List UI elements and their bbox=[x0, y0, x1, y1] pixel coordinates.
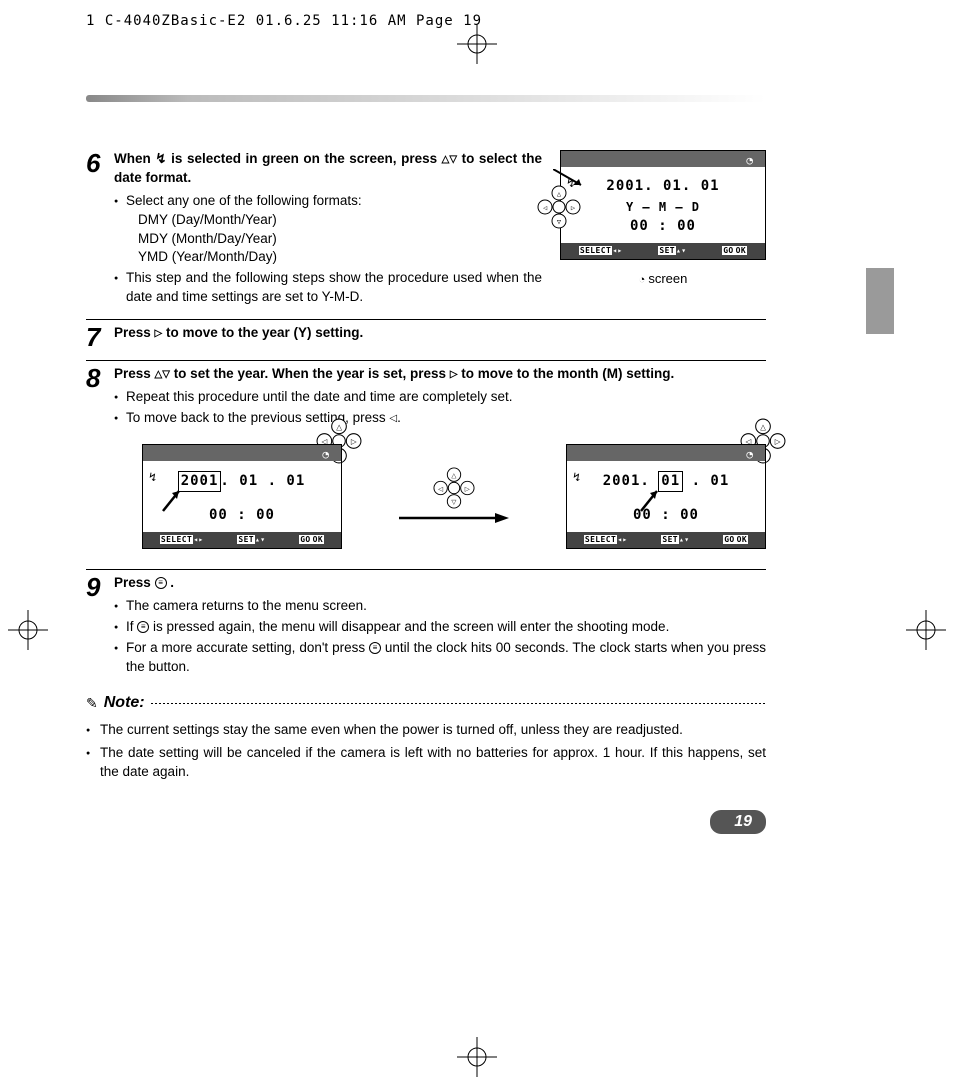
step-8-bullet-1: Repeat this procedure until the date and… bbox=[114, 388, 766, 407]
note-1: The current settings stay the same even … bbox=[86, 721, 766, 740]
step-6-title: When ↯ is selected in green on the scree… bbox=[114, 150, 542, 188]
note-heading: ✎ Note: bbox=[86, 692, 766, 714]
arrow-up-icon bbox=[159, 483, 187, 511]
lcd-ymd: Y — M — D bbox=[569, 199, 757, 216]
clock-icon: ◔ bbox=[746, 447, 753, 462]
note-rule bbox=[151, 703, 766, 705]
step-8-bullet-2: To move back to the previous setting, pr… bbox=[114, 409, 766, 428]
lcd-screen-main: ◔ △▽◁▷ ↯ 2001. 01. 01 Y — M — D 00 : 00 bbox=[560, 150, 766, 260]
dpad-icon: △ ▽ ◁ ▷ bbox=[433, 467, 475, 509]
side-tab bbox=[866, 268, 894, 334]
menu-button-icon: ≡ bbox=[369, 642, 381, 654]
top-rule bbox=[86, 95, 766, 102]
left-icon: ◁ bbox=[389, 412, 397, 426]
right-icon: ▷ bbox=[450, 368, 458, 382]
step-num-9: 9 bbox=[86, 574, 114, 678]
mid-arrow: △ ▽ ◁ ▷ bbox=[399, 467, 509, 525]
page-content: 6 When ↯ is selected in green on the scr… bbox=[86, 95, 766, 834]
svg-text:◁: ◁ bbox=[438, 486, 444, 493]
step-9-bullet-3: For a more accurate setting, don't press… bbox=[114, 639, 766, 677]
link-icon-lcd: ↯ bbox=[149, 469, 156, 486]
step-8-title: Press △▽ to set the year. When the year … bbox=[114, 365, 766, 384]
up-down-icon: △▽ bbox=[155, 368, 170, 382]
page-number: 19 bbox=[86, 810, 766, 834]
crop-mark-right bbox=[906, 610, 946, 656]
crop-mark-top bbox=[457, 24, 497, 64]
link-icon-lcd: ↯ bbox=[567, 175, 574, 192]
format-ymd: YMD (Year/Month/Day) bbox=[138, 248, 542, 267]
clock-icon: ◔ bbox=[746, 153, 753, 168]
right-arrow-icon bbox=[399, 511, 509, 525]
step-6-bullet-1: Select any one of the following formats:… bbox=[114, 192, 542, 268]
lcd-bottombar: SELECT◂▸ SET▴▾ GOOK bbox=[561, 243, 765, 259]
crop-mark-bottom bbox=[457, 1037, 497, 1077]
menu-button-icon: ≡ bbox=[137, 621, 149, 633]
clock-icon: ◔ bbox=[322, 447, 329, 462]
format-dmy: DMY (Day/Month/Year) bbox=[138, 211, 542, 230]
arrow-up-icon bbox=[637, 483, 665, 511]
note-label: Note: bbox=[104, 692, 145, 714]
lcd-screen-month: ◔ ↯ 2001. 01 . 01 00 : 00 SELECT◂▸SET▴▾G… bbox=[566, 444, 766, 549]
note-2: The date setting will be canceled if the… bbox=[86, 744, 766, 782]
lcd-screen-year: ◔ ↯ 2001. 01 . 01 00 : 00 SELECT◂▸SET▴▾G… bbox=[142, 444, 342, 549]
svg-text:△: △ bbox=[451, 473, 457, 480]
print-header: 1 C-4040ZBasic-E2 01.6.25 11:16 AM Page … bbox=[86, 12, 482, 32]
menu-button-icon: ≡ bbox=[155, 577, 167, 589]
step-num-8: 8 bbox=[86, 365, 114, 559]
svg-text:◁: ◁ bbox=[542, 204, 547, 212]
crop-mark-left bbox=[8, 610, 48, 656]
step-9-bullet-1: The camera returns to the menu screen. bbox=[114, 597, 766, 616]
step-num-6: 6 bbox=[86, 150, 114, 309]
svg-text:▷: ▷ bbox=[351, 437, 357, 446]
step-7-title: Press ▷ to move to the year (Y) setting. bbox=[114, 324, 766, 343]
step-9-bullet-2: If ≡ is pressed again, the menu will dis… bbox=[114, 618, 766, 637]
format-mdy: MDY (Month/Day/Year) bbox=[138, 230, 542, 249]
step-7: 7 Press ▷ to move to the year (Y) settin… bbox=[86, 319, 766, 350]
svg-text:△: △ bbox=[336, 422, 342, 431]
screens-row: △ ▽ ◁ ▷ ◔ ↯ 2001. 01 . 01 00 : 00 SELECT◂▸S… bbox=[142, 444, 766, 549]
step-8: 8 Press △▽ to set the year. When the yea… bbox=[86, 360, 766, 559]
note-list: The current settings stay the same even … bbox=[86, 721, 766, 782]
step-6: 6 When ↯ is selected in green on the scr… bbox=[86, 146, 766, 309]
lcd-time: 00 : 00 bbox=[569, 217, 757, 237]
step-9: 9 Press ≡ . The camera returns to the me… bbox=[86, 569, 766, 678]
dpad-icon: △▽◁▷ bbox=[537, 185, 581, 229]
step-9-title: Press ≡ . bbox=[114, 574, 766, 593]
step-6-bullet-2: This step and the following steps show t… bbox=[114, 269, 542, 307]
up-down-icon: △▽ bbox=[442, 153, 457, 167]
link-icon-lcd: ↯ bbox=[573, 469, 580, 486]
link-icon: ↯ bbox=[155, 151, 166, 166]
svg-text:▽: ▽ bbox=[451, 500, 457, 507]
lcd-date: 2001. 01. 01 bbox=[569, 177, 757, 197]
svg-text:▷: ▷ bbox=[775, 437, 781, 446]
screen-label: screen bbox=[560, 270, 766, 288]
svg-text:△: △ bbox=[760, 422, 766, 431]
step-num-7: 7 bbox=[86, 324, 114, 350]
svg-text:▷: ▷ bbox=[465, 486, 471, 493]
pen-icon: ✎ bbox=[86, 694, 98, 714]
